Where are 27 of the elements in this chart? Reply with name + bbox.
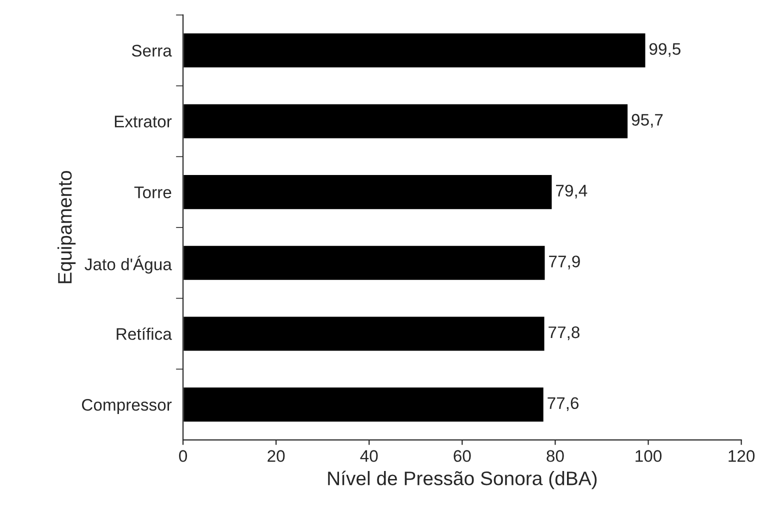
y-tick-label: Retífica [116,327,172,340]
x-tick-label: 80 [546,450,564,462]
data-label: 79,4 [556,184,588,199]
y-tick-label: Jato d'Água [84,256,172,274]
data-label: 77,8 [548,326,580,340]
x-tick-label: 60 [454,450,471,462]
x-tick-label: 40 [360,450,378,462]
bar [183,174,554,210]
y-tick-label: Serra [132,44,172,57]
data-label: 77,9 [549,256,580,270]
bar [183,386,545,423]
x-tick-label: 20 [268,450,285,462]
x-axis-title: Nível de Pressão Sonora (dBA) [328,470,597,490]
bar [183,32,647,69]
data-label: 99,5 [650,43,680,57]
x-tick-label: 100 [636,450,662,462]
y-tick-label: Torre [134,186,172,198]
x-tick-label: 0 [179,450,188,462]
data-label: 95,7 [632,114,663,128]
x-tick-label: 120 [728,450,755,462]
y-axis-title: Equipamento [57,171,76,284]
bar [183,315,546,352]
data-label: 77,6 [548,397,579,411]
y-tick-label: Compressor [82,398,172,414]
y-tick-label: Extrator [114,116,172,128]
bar [183,244,546,282]
bar [183,102,629,140]
